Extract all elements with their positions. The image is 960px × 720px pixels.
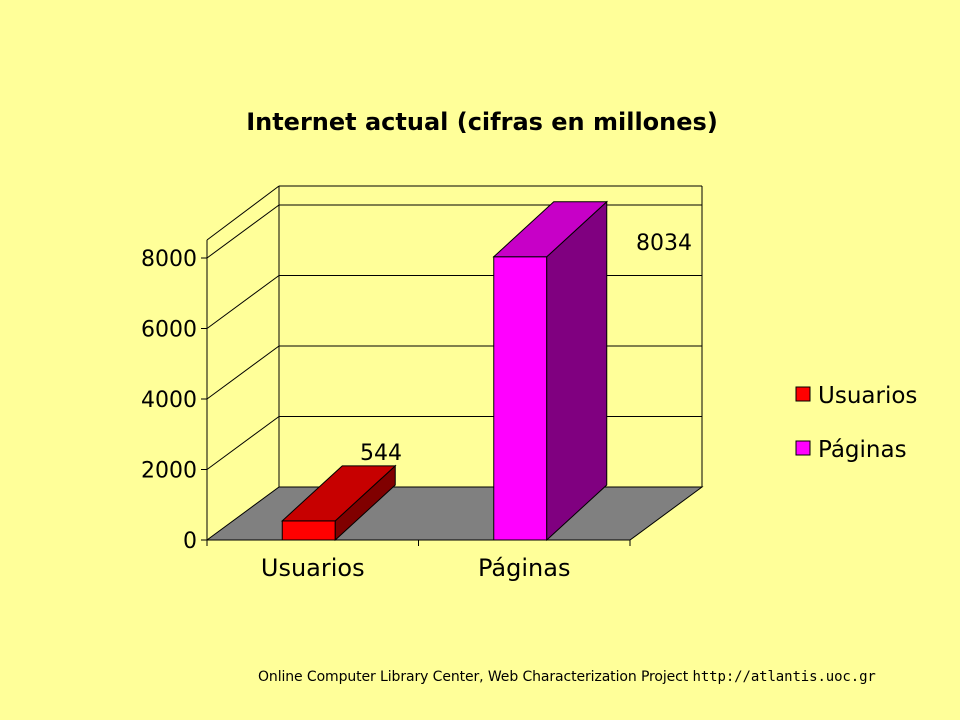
source-url: http://atlantis.uoc.gr <box>692 669 876 685</box>
source-footer: Online Computer Library Center, Web Char… <box>258 669 876 685</box>
data-label-Páginas: 8034 <box>636 231 692 256</box>
bar-top-Páginas <box>492 201 609 258</box>
gridline-side-2000 <box>206 416 280 470</box>
legend-label: Páginas <box>818 437 907 463</box>
gridline-side-4000 <box>206 345 280 400</box>
legend-swatch-Páginas <box>795 440 811 456</box>
x-category-label: Páginas <box>478 554 570 582</box>
y-tick-label: 2000 <box>141 459 197 484</box>
y-tick-label: 4000 <box>141 388 197 413</box>
gridline-side-6000 <box>206 275 280 329</box>
legend-swatch-Usuarios <box>795 386 811 402</box>
y-tick-label: 8000 <box>141 247 197 272</box>
data-label-Usuarios: 544 <box>360 441 402 466</box>
source-text: Online Computer Library Center, Web Char… <box>258 669 689 685</box>
y-tick-label: 6000 <box>141 318 197 343</box>
bar-front-Páginas <box>493 256 548 541</box>
bar-side-Páginas <box>546 200 608 542</box>
chart-title: Internet actual (cifras en millones) <box>246 108 718 136</box>
y-tick-label: 0 <box>183 529 197 554</box>
bar-front-Usuarios <box>281 520 336 541</box>
legend-label: Usuarios <box>818 383 917 409</box>
gridline-side-8000 <box>206 204 280 259</box>
bar-top-Usuarios <box>280 465 397 522</box>
side-wall-top-edge <box>206 185 280 241</box>
x-category-label: Usuarios <box>261 554 365 582</box>
chart-floor <box>205 486 704 541</box>
